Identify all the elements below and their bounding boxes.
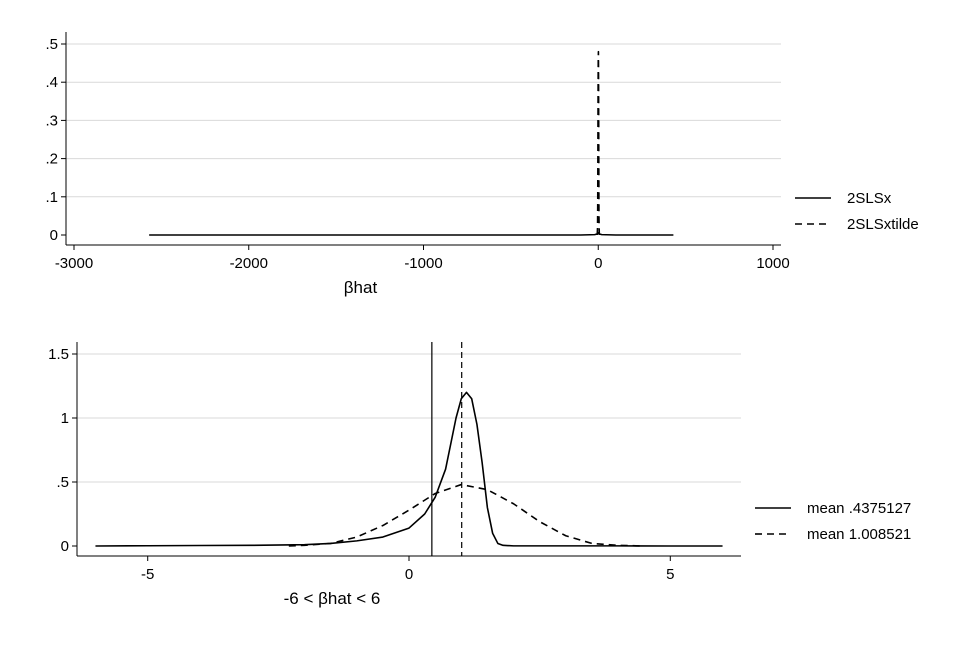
- x-tick-label-1: 0: [405, 566, 413, 583]
- y-tick-label-3: 1.5: [48, 346, 69, 363]
- x-tick-label-4: 1000: [756, 255, 789, 272]
- y-tick-label-3: .3: [45, 112, 58, 129]
- y-tick-label-4: .4: [45, 74, 58, 91]
- series-line-1: [596, 50, 601, 236]
- x-tick-label-0: -5: [141, 566, 154, 583]
- y-tick-label-1: .1: [45, 189, 58, 206]
- series-line-1: [288, 483, 645, 547]
- y-tick-label-1: .5: [56, 474, 69, 491]
- bottom-density-panel: 0 .5 1 1.5 -5 0 5 -6 < βhat < 6 mean .4375127 mea…: [48, 342, 911, 608]
- x-tick-label-1: -2000: [230, 255, 268, 272]
- y-tick-label-0: 0: [50, 227, 58, 244]
- x-tick-label-0: -3000: [55, 255, 93, 272]
- x-axis-title: -6 < βhat < 6: [284, 589, 381, 608]
- y-tick-label-0: 0: [61, 538, 69, 555]
- legend-label-1: 2SLSxtilde: [847, 216, 919, 233]
- legend-label-0: 2SLSx: [847, 190, 892, 207]
- x-tick-label-2: -1000: [404, 255, 442, 272]
- y-tick-label-2: 1: [61, 410, 69, 427]
- legend-label-1: mean 1.008521: [807, 526, 911, 543]
- series-line-0: [149, 231, 674, 236]
- series-line-0: [95, 391, 723, 547]
- x-axis-title: βhat: [344, 278, 378, 297]
- legend-label-0: mean .4375127: [807, 500, 911, 517]
- y-tick-label-2: .2: [45, 151, 58, 168]
- x-tick-label-3: 0: [594, 255, 602, 272]
- top-density-panel: 0 .1 .2 .3 .4 .5 -3000 -2000 -1000 0 1000 βhat 2SLSx…: [45, 32, 919, 297]
- y-tick-label-5: .5: [45, 36, 58, 53]
- x-tick-label-2: 5: [666, 566, 674, 583]
